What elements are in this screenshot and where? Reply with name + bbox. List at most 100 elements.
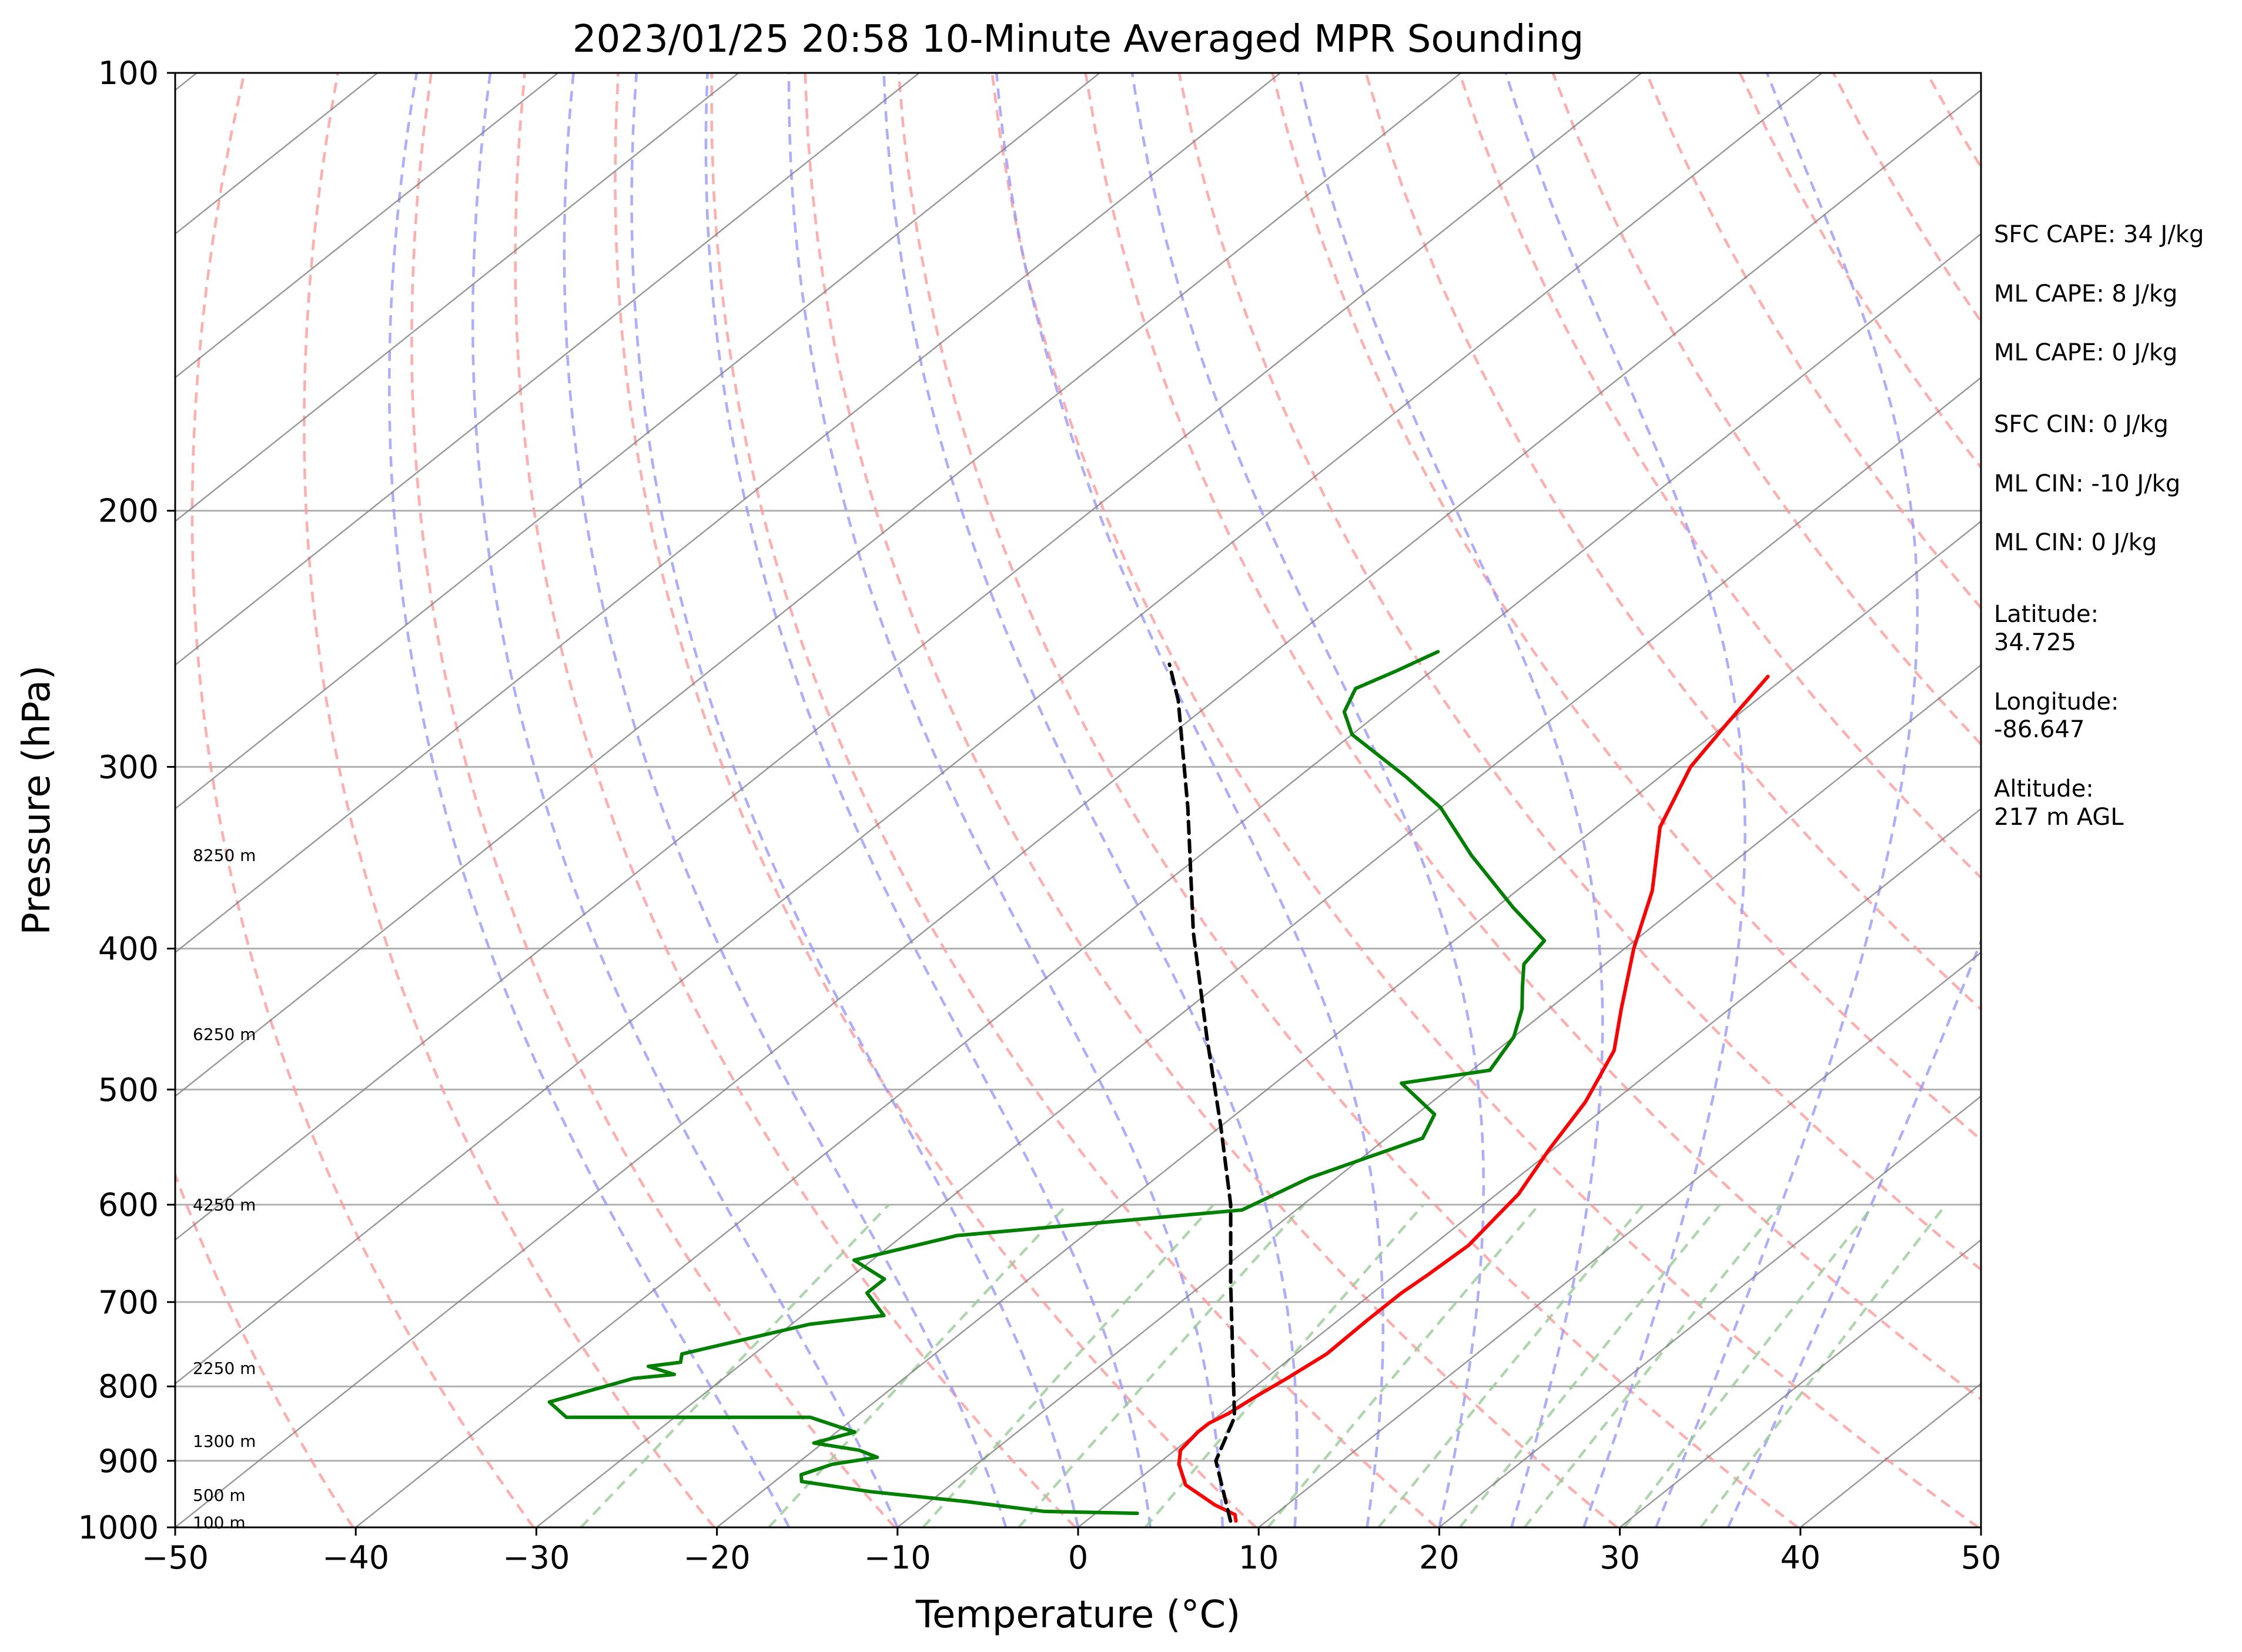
dry-adiabat-line	[1084, 73, 1981, 1401]
isotherm-line	[175, 73, 1642, 1241]
side-annotation: SFC CAPE: 34 J/kg	[1994, 221, 2204, 248]
side-annotation: ML CAPE: 8 J/kg	[1994, 280, 2177, 307]
isotherm-line	[1258, 951, 1981, 1527]
x-tick-label: 10	[1239, 1539, 1279, 1576]
dry-adiabat-line	[614, 73, 1257, 1527]
isotherm-line	[175, 73, 920, 666]
moist-adiabat-line	[995, 73, 1385, 1527]
y-tick-label: 1000	[78, 1509, 159, 1546]
mixing-ratio-line	[1267, 1203, 1540, 1527]
isotherm-line	[1078, 808, 1981, 1527]
isotherm-line	[716, 520, 1981, 1527]
y-tick-label: 400	[98, 930, 159, 967]
x-tick-label: −40	[322, 1539, 389, 1576]
side-annotation: Longitude:	[1994, 688, 2119, 715]
height-label: 100 m	[193, 1513, 246, 1532]
mixing-ratio-line	[1523, 1203, 1782, 1527]
mixing-ratio-line	[1018, 1203, 1305, 1527]
side-annotation: 217 m AGL	[1994, 804, 2124, 831]
moist-adiabat-line	[1504, 73, 1746, 1527]
x-tick-label: 0	[1068, 1539, 1088, 1576]
side-annotation: ML CIN: -10 J/kg	[1994, 470, 2180, 497]
side-annotation: Latitude:	[1994, 601, 2099, 628]
y-axis-title: Pressure (hPa)	[15, 665, 59, 935]
x-tick-label: −30	[503, 1539, 570, 1576]
dry-adiabat-line	[897, 73, 1799, 1527]
height-label: 500 m	[193, 1486, 246, 1505]
axes: −50 −40 −30 −20 −10 0 10 20 30 40 50 1000 900 800 700 6…	[78, 55, 2002, 1576]
isotherm-line	[355, 233, 1981, 1527]
isotherm-line	[1438, 1095, 1981, 1527]
dry-adiabat-line	[514, 73, 1077, 1527]
mixing-ratio-line	[1144, 1203, 1425, 1527]
mixing-ratio-line	[580, 1203, 890, 1527]
temperature-line	[1177, 674, 1770, 1523]
moist-adiabat-line	[471, 73, 899, 1527]
mixing-ratio-line	[1377, 1203, 1645, 1527]
height-label: 1300 m	[193, 1432, 256, 1451]
isotherm-line	[175, 73, 1823, 1385]
dry-adiabat-line	[1177, 73, 1981, 1272]
dry-adiabat-line	[1551, 73, 1981, 747]
height-label: 2250 m	[193, 1359, 256, 1378]
moist-adiabat-line	[704, 73, 1152, 1527]
profile-lines	[547, 650, 1770, 1523]
height-labels: 8250 m 6250 m 4250 m 2250 m 1300 m 500 m 100 m	[193, 846, 256, 1533]
dry-adiabat-line	[190, 73, 535, 1527]
y-tick-label: 500	[98, 1071, 159, 1108]
x-tick-label: −20	[684, 1539, 751, 1576]
y-tick-label: 900	[98, 1443, 159, 1480]
height-label: 6250 m	[193, 1025, 256, 1044]
y-tick-label: 200	[98, 493, 159, 530]
y-tick-label: 700	[98, 1284, 159, 1321]
side-annotation: Altitude:	[1994, 775, 2094, 802]
isotherm-line	[175, 73, 1100, 810]
side-annotation: SFC CIN: 0 J/kg	[1994, 411, 2169, 438]
isotherm-line	[175, 73, 1462, 1098]
dry-adiabat-line	[1271, 73, 1981, 1142]
height-label: 8250 m	[193, 846, 256, 865]
x-tick-label: 40	[1780, 1539, 1821, 1576]
isotherm-line	[175, 73, 739, 523]
moist-adiabat-line	[1726, 938, 1981, 1527]
y-tick-label: 800	[98, 1368, 159, 1405]
dry-adiabat-line	[303, 73, 715, 1527]
dewpoint-line	[547, 650, 1547, 1516]
moist-adiabat-line	[630, 73, 1080, 1527]
moist-adiabat-line	[1654, 73, 1919, 1527]
dry-adiabat-line	[1458, 73, 1981, 880]
moist-adiabat-line	[787, 73, 1224, 1527]
isotherm-line	[175, 73, 559, 379]
parcel-line	[1167, 662, 1237, 1523]
dry-adiabat-line	[710, 73, 1438, 1527]
side-annotation: ML CAPE: 0 J/kg	[1994, 339, 2177, 366]
moist-adiabat-line	[1130, 73, 1485, 1527]
y-tick-label: 300	[98, 748, 159, 785]
isotherm-line	[897, 664, 1981, 1527]
mixing-ratio-line	[1623, 1203, 1876, 1527]
background-lines	[175, 73, 1981, 1527]
side-annotation: -86.647	[1994, 716, 2084, 743]
isotherm-line	[536, 376, 1981, 1527]
side-annotations: SFC CAPE: 34 J/kg ML CAPE: 8 J/kg ML CAPE:…	[1994, 221, 2204, 831]
x-tick-label: 50	[1961, 1539, 2002, 1576]
x-tick-label: 20	[1419, 1539, 1460, 1576]
mixing-ratio-line	[1699, 1203, 1947, 1527]
y-tick-label: 100	[98, 55, 159, 92]
x-tick-label: −50	[142, 1539, 209, 1576]
x-tick-label: 30	[1599, 1539, 1640, 1576]
side-annotation: 34.725	[1994, 629, 2076, 656]
dry-adiabat-line	[991, 73, 1979, 1527]
height-label: 4250 m	[193, 1195, 256, 1215]
side-annotation: ML CIN: 0 J/kg	[1994, 529, 2157, 556]
isotherm-line	[175, 89, 1981, 1527]
moist-adiabat-line	[563, 73, 1008, 1527]
moist-adiabat-line	[388, 73, 791, 1527]
isotherm-line	[175, 73, 1281, 954]
x-axis-title: Temperature (°C)	[915, 1593, 1240, 1637]
isotherm-line	[1619, 1239, 1981, 1527]
mixing-ratio-line	[922, 1203, 1214, 1527]
